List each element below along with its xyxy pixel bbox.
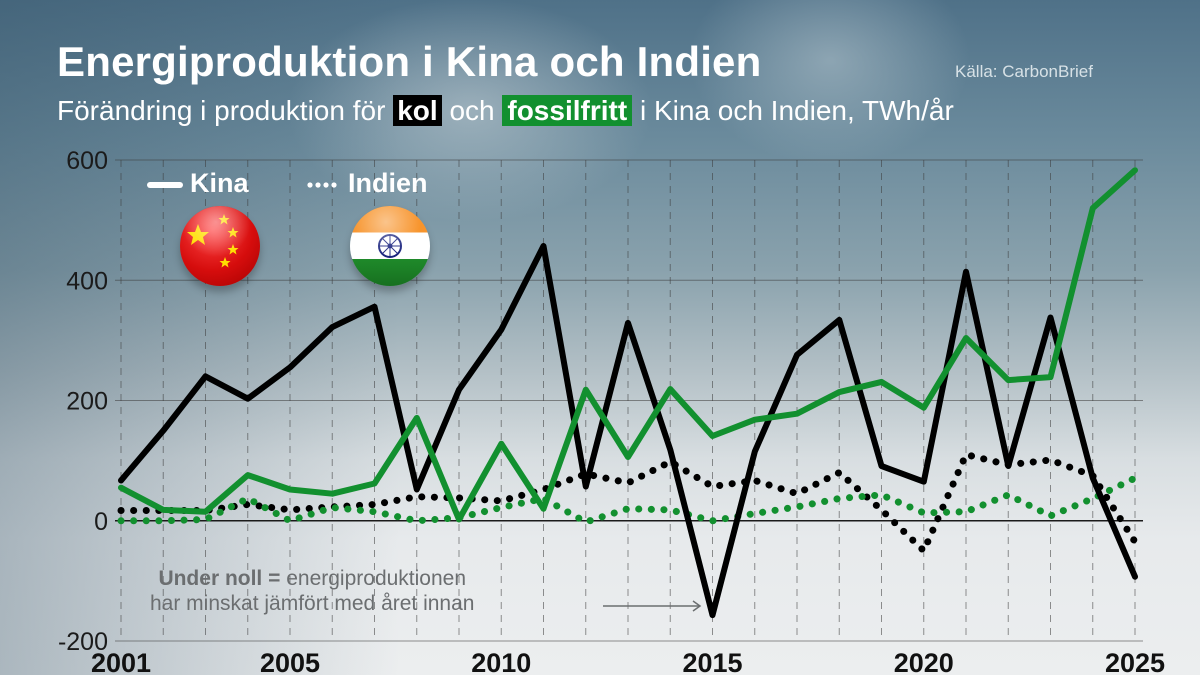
data-series (117, 167, 1139, 619)
chart-subtitle: Förändring i produktion för kol och foss… (57, 95, 954, 127)
y-tick-label: 0 (94, 508, 108, 536)
x-tick-label: 2025 (1105, 648, 1165, 675)
subtitle-fossilfree-highlight: fossilfritt (502, 95, 633, 126)
x-tick-label: 2010 (471, 648, 531, 675)
chart-title: Energiproduktion i Kina och Indien (57, 38, 762, 85)
x-tick-label: 2015 (682, 648, 742, 675)
x-tick-label: 2001 (91, 648, 151, 675)
y-tick-label: -200 (58, 628, 108, 656)
legend-swatches (147, 182, 337, 188)
series-kina-fossilfritt (118, 167, 1138, 523)
subtitle-pre: Förändring i produktion för (57, 95, 386, 126)
legend-india: Indien (348, 168, 428, 198)
legend-china: Kina (190, 168, 249, 198)
y-axis-ticks: -200 0 200 400 600 (58, 147, 108, 656)
annotation-bold: Under noll = (158, 567, 281, 590)
series-indien-fossilfritt (117, 474, 1139, 526)
annotation-line1: energiproduktionen (286, 567, 467, 590)
series-indien-kol (117, 451, 1139, 555)
x-axis-ticks: 2001 2005 2010 2015 2020 2025 (91, 648, 1165, 675)
background-shade (0, 0, 400, 675)
y-tick-label: 200 (66, 388, 108, 416)
x-tick-label: 2020 (894, 648, 954, 675)
y-tick-label: 400 (66, 267, 108, 295)
subtitle-post: i Kina och Indien, TWh/år (639, 95, 954, 126)
subtitle-mid: och (449, 95, 495, 126)
china-flag-icon (180, 206, 260, 286)
x-tick-label: 2005 (260, 648, 320, 675)
series-kina-kol (118, 243, 1138, 619)
subtitle-kol-highlight: kol (393, 95, 442, 126)
source-label: Källa: CarbonBrief (955, 62, 1093, 81)
annotation-arrow (603, 600, 702, 612)
y-tick-label: 600 (66, 147, 108, 175)
below-zero-annotation: Under noll = energiproduktionen har mins… (150, 566, 474, 616)
india-flag-icon (350, 206, 430, 286)
annotation-line2: har minskat jämfört med året innan (150, 592, 475, 615)
